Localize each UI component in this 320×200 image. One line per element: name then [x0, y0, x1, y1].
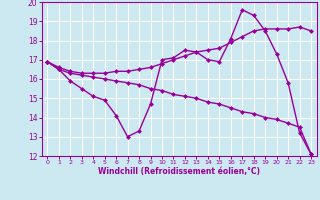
X-axis label: Windchill (Refroidissement éolien,°C): Windchill (Refroidissement éolien,°C)	[98, 167, 260, 176]
